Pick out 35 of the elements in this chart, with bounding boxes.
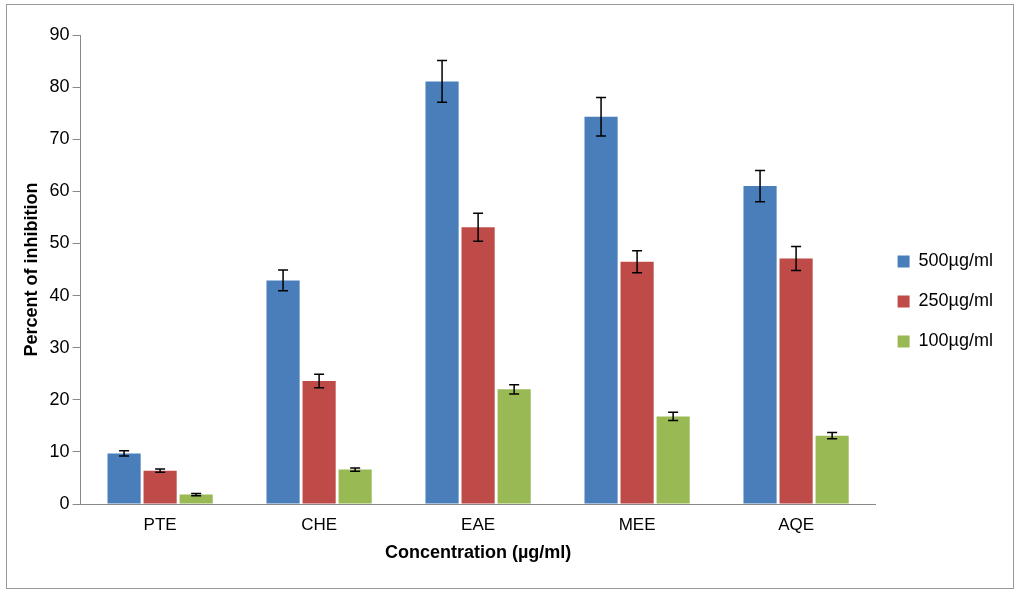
legend-label: 500µg/ml (918, 250, 994, 271)
x-tick-label: AQE (778, 514, 815, 534)
y-tick-label: 80 (49, 76, 70, 97)
bar (425, 81, 459, 504)
y-tick-label: 20 (49, 388, 70, 409)
y-axis-title: Percent of inhibition (20, 182, 41, 357)
bar (815, 435, 849, 504)
legend-label: 100µg/ml (918, 330, 994, 351)
bar (461, 227, 495, 504)
y-tick-label: 60 (49, 180, 70, 201)
bar (179, 494, 213, 504)
y-tick-label: 30 (49, 336, 70, 357)
y-tick-label: 70 (49, 128, 70, 149)
y-tick-label: 10 (49, 440, 70, 461)
y-tick-label: 50 (49, 232, 70, 253)
bar (143, 470, 177, 504)
x-axis-title: Concentration (µg/ml) (384, 542, 572, 563)
bar (779, 258, 813, 504)
bar (266, 280, 300, 504)
bar (107, 453, 141, 504)
bar (743, 186, 777, 504)
bar (338, 469, 372, 504)
x-tick-label: MEE (618, 514, 656, 534)
y-tick-label: 40 (49, 284, 70, 305)
bar (620, 261, 654, 504)
y-tick-label: 90 (49, 23, 70, 44)
bar (497, 389, 531, 504)
x-tick-label: EAE (461, 514, 496, 534)
bar (656, 416, 690, 504)
x-tick-label: CHE (301, 514, 338, 534)
bar (302, 381, 336, 504)
x-tick-label: PTE (143, 514, 177, 534)
y-tick-label: 0 (59, 492, 70, 513)
legend-label: 250µg/ml (918, 290, 994, 311)
bar (584, 116, 618, 504)
